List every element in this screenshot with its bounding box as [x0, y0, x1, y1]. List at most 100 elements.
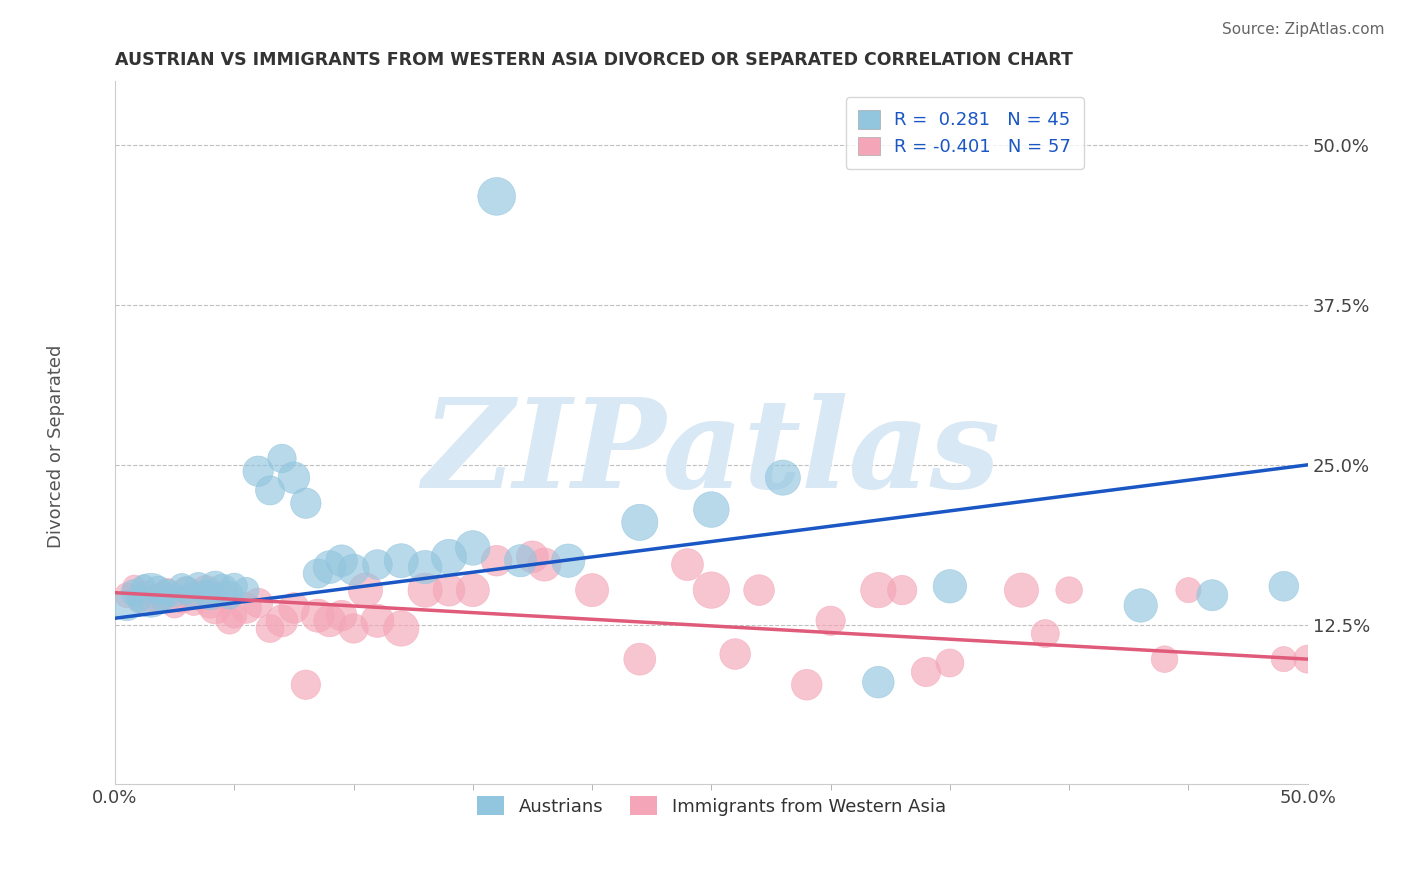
Point: [342, 563, 364, 577]
Point: [389, 622, 412, 636]
Point: [163, 588, 186, 602]
Point: [891, 583, 914, 598]
Point: [139, 592, 162, 607]
Point: [218, 614, 240, 628]
Point: [796, 678, 818, 692]
Point: [1057, 583, 1080, 598]
Point: [307, 566, 329, 581]
Point: [557, 554, 579, 568]
Point: [235, 583, 257, 598]
Point: [295, 678, 318, 692]
Point: [200, 588, 222, 602]
Point: [915, 665, 938, 679]
Point: [235, 601, 257, 615]
Point: [211, 583, 233, 598]
Point: [152, 592, 174, 607]
Point: [522, 549, 544, 564]
Text: AUSTRIAN VS IMMIGRANTS FROM WESTERN ASIA DIVORCED OR SEPARATED CORRELATION CHART: AUSTRIAN VS IMMIGRANTS FROM WESTERN ASIA…: [115, 51, 1073, 69]
Point: [1033, 626, 1056, 640]
Point: [115, 599, 138, 613]
Point: [413, 583, 436, 598]
Point: [224, 608, 246, 623]
Point: [115, 588, 138, 602]
Point: [533, 558, 555, 572]
Point: [1010, 583, 1032, 598]
Point: [485, 554, 508, 568]
Point: [132, 579, 155, 593]
Point: [820, 614, 842, 628]
Point: [283, 470, 305, 484]
Point: [939, 656, 962, 670]
Point: [176, 583, 198, 598]
Point: [307, 608, 329, 623]
Point: [224, 579, 246, 593]
Point: [461, 583, 484, 598]
Point: [939, 579, 962, 593]
Point: [700, 502, 723, 516]
Point: [437, 549, 460, 564]
Point: [1296, 652, 1319, 666]
Point: [156, 583, 179, 598]
Point: [366, 614, 388, 628]
Point: [122, 585, 145, 599]
Point: [366, 558, 388, 572]
Point: [187, 588, 209, 602]
Point: [271, 451, 294, 466]
Point: [772, 470, 794, 484]
Point: [163, 599, 186, 613]
Point: [1129, 599, 1152, 613]
Legend: Austrians, Immigrants from Western Asia: Austrians, Immigrants from Western Asia: [468, 788, 955, 824]
Point: [139, 588, 162, 602]
Point: [1201, 588, 1223, 602]
Point: [724, 647, 747, 661]
Point: [330, 554, 353, 568]
Point: [389, 554, 412, 568]
Point: [868, 675, 890, 690]
Point: [259, 622, 281, 636]
Point: [437, 583, 460, 598]
Point: [509, 554, 531, 568]
Point: [581, 583, 603, 598]
Point: [204, 601, 226, 615]
Point: [135, 585, 157, 599]
Point: [122, 579, 145, 593]
Point: [283, 601, 305, 615]
Text: Divorced or Separated: Divorced or Separated: [48, 344, 65, 548]
Point: [128, 596, 150, 610]
Point: [176, 583, 198, 598]
Point: [700, 583, 723, 598]
Point: [194, 583, 217, 598]
Point: [247, 464, 270, 478]
Point: [330, 608, 353, 623]
Point: [318, 614, 340, 628]
Point: [156, 585, 179, 599]
Point: [1272, 579, 1295, 593]
Point: [413, 560, 436, 574]
Point: [247, 596, 270, 610]
Point: [218, 588, 240, 602]
Point: [180, 588, 202, 602]
Point: [676, 558, 699, 572]
Point: [485, 189, 508, 203]
Point: [183, 596, 205, 610]
Point: [211, 588, 233, 602]
Point: [152, 588, 174, 602]
Point: [461, 541, 484, 555]
Point: [868, 583, 890, 598]
Point: [271, 614, 294, 628]
Point: [146, 583, 169, 598]
Point: [204, 579, 226, 593]
Point: [187, 579, 209, 593]
Point: [200, 596, 222, 610]
Point: [628, 652, 651, 666]
Text: Source: ZipAtlas.com: Source: ZipAtlas.com: [1222, 22, 1385, 37]
Text: ZIPatlas: ZIPatlas: [422, 393, 1000, 515]
Point: [194, 585, 217, 599]
Point: [295, 496, 318, 510]
Point: [1177, 583, 1199, 598]
Point: [748, 583, 770, 598]
Point: [259, 483, 281, 498]
Point: [1272, 652, 1295, 666]
Point: [170, 579, 193, 593]
Point: [146, 596, 169, 610]
